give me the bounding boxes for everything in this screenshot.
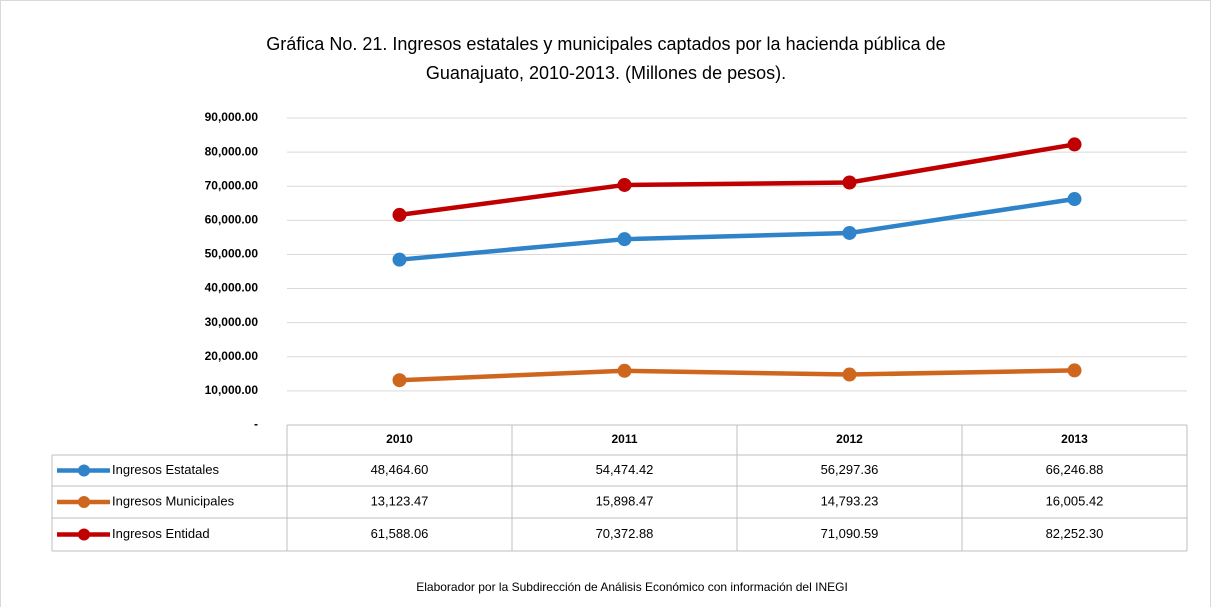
chart-title: Gráfica No. 21. Ingresos estatales y mun… bbox=[266, 34, 945, 54]
table-value: 15,898.47 bbox=[596, 493, 654, 508]
chart-title: Guanajuato, 2010-2013. (Millones de peso… bbox=[426, 63, 786, 83]
y-tick-label: 40,000.00 bbox=[205, 281, 259, 295]
series-marker bbox=[617, 363, 632, 378]
series-line bbox=[399, 368, 1075, 383]
series-line bbox=[399, 142, 1075, 218]
y-tick-label: 80,000.00 bbox=[205, 144, 259, 158]
table-value: 61,588.06 bbox=[371, 526, 429, 541]
table-value: 56,297.36 bbox=[821, 462, 879, 477]
y-tick-label: - bbox=[254, 417, 258, 431]
legend-label: Ingresos Entidad bbox=[112, 526, 210, 541]
table-value: 70,372.88 bbox=[596, 526, 654, 541]
series-marker bbox=[1067, 137, 1082, 152]
table-value: 14,793.23 bbox=[821, 493, 879, 508]
series-marker bbox=[1067, 192, 1082, 207]
y-tick-label: 60,000.00 bbox=[205, 213, 259, 227]
y-tick-label: 10,000.00 bbox=[205, 383, 259, 397]
y-tick-label: 30,000.00 bbox=[205, 315, 259, 329]
table-value: 13,123.47 bbox=[371, 493, 429, 508]
legend-label: Ingresos Municipales bbox=[112, 493, 235, 508]
table-value: 66,246.88 bbox=[1046, 462, 1104, 477]
legend-marker bbox=[78, 496, 90, 508]
legend-marker bbox=[78, 464, 90, 477]
table-value: 71,090.59 bbox=[821, 526, 879, 541]
table-value: 54,474.42 bbox=[596, 462, 654, 477]
series-marker bbox=[392, 373, 407, 388]
table-value: 16,005.42 bbox=[1046, 493, 1104, 508]
table-value: 48,464.60 bbox=[371, 462, 429, 477]
y-tick-label: 20,000.00 bbox=[205, 349, 259, 363]
series-marker bbox=[617, 232, 632, 247]
series-marker bbox=[842, 367, 857, 382]
x-tick-label: 2012 bbox=[836, 432, 863, 446]
x-tick-label: 2013 bbox=[1061, 432, 1088, 446]
x-tick-label: 2011 bbox=[611, 432, 637, 446]
series-marker bbox=[617, 177, 632, 192]
legend-marker bbox=[78, 528, 90, 541]
series-marker bbox=[842, 225, 857, 240]
legend-label: Ingresos Estatales bbox=[112, 462, 219, 477]
series-marker bbox=[392, 207, 407, 222]
source-note: Elaborador por la Subdirección de Anális… bbox=[416, 580, 848, 594]
series-line bbox=[399, 196, 1075, 262]
x-tick-label: 2010 bbox=[386, 432, 413, 446]
y-tick-label: 50,000.00 bbox=[205, 247, 259, 261]
table-value: 82,252.30 bbox=[1046, 526, 1104, 541]
series-marker bbox=[1067, 363, 1082, 378]
series-marker bbox=[842, 175, 857, 190]
y-tick-label: 70,000.00 bbox=[205, 178, 259, 192]
y-tick-label: 90,000.00 bbox=[205, 110, 259, 124]
series-marker bbox=[392, 252, 407, 267]
